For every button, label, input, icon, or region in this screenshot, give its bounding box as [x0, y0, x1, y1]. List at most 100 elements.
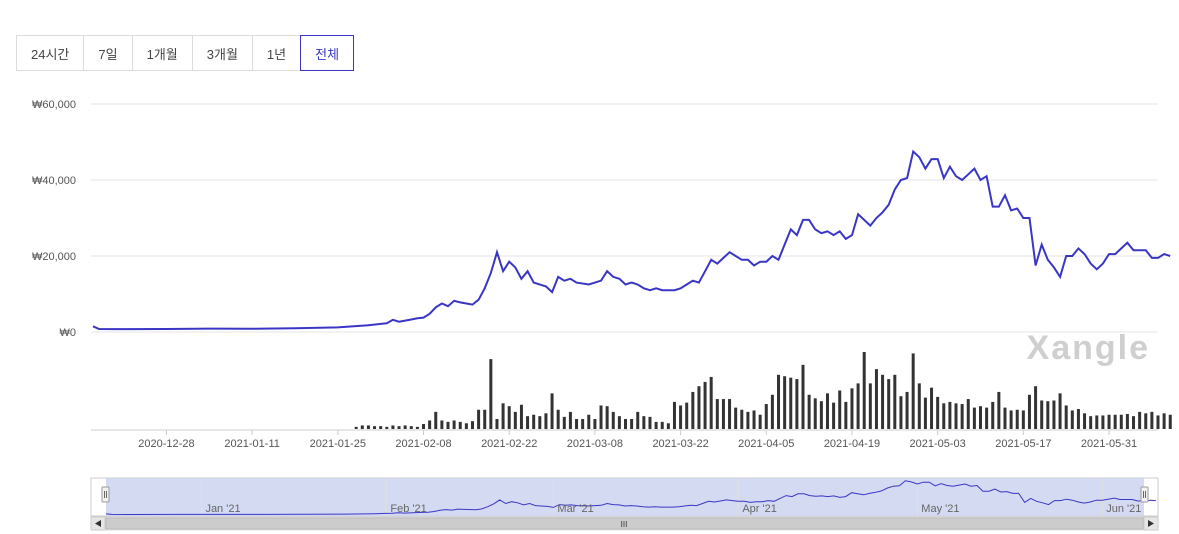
x-tick-label: 2021-03-08: [567, 438, 623, 450]
volume-bar: [972, 407, 976, 429]
volume-bar: [440, 420, 444, 429]
volume-bar: [1021, 410, 1025, 429]
volume-bar: [366, 425, 370, 429]
volume-bar: [758, 414, 762, 429]
volume-bar: [813, 398, 817, 429]
volume-bar: [1089, 416, 1093, 429]
volume-bar: [1132, 416, 1136, 429]
volume-bar: [685, 402, 689, 429]
volume-bar: [819, 401, 823, 429]
x-axis-labels: 2020-12-28 2021-01-11 2021-01-25 2021-02-08…: [138, 438, 1137, 450]
volume-bar: [917, 383, 921, 429]
navigator-month-label: Jan '21: [205, 503, 240, 515]
volume-bar: [428, 420, 432, 429]
volume-bar: [403, 425, 407, 429]
volume-bar: [581, 419, 585, 429]
volume-bar: [728, 399, 732, 429]
tab-all[interactable]: 전체: [300, 35, 355, 71]
volume-bar: [642, 416, 646, 429]
y-tick-label: ₩0: [60, 327, 77, 339]
volume-bar: [923, 397, 927, 429]
volume-bar: [991, 401, 995, 429]
volume-bar: [850, 388, 854, 429]
x-tick-label: 2021-01-11: [224, 438, 279, 450]
tab-24h[interactable]: 24시간: [16, 35, 85, 71]
volume-bar: [538, 416, 542, 429]
volume-bar: [575, 419, 579, 429]
tab-1m[interactable]: 1개월: [131, 35, 193, 71]
tab-7d[interactable]: 7일: [83, 35, 133, 71]
volume-bars: [354, 352, 1172, 429]
volume-bar: [783, 376, 787, 429]
scrollbar-thumb[interactable]: [105, 517, 1144, 530]
volume-bar: [360, 425, 364, 429]
volume-bar: [752, 410, 756, 429]
navigator-month-label: Feb '21: [390, 503, 426, 515]
volume-bar: [354, 426, 358, 429]
volume-bar: [911, 353, 915, 429]
volume-bar: [1119, 414, 1123, 429]
volume-bar: [1070, 410, 1074, 429]
navigator-month-label: Jun '21: [1106, 503, 1141, 515]
navigator-selection[interactable]: [106, 478, 1144, 516]
volume-bar: [746, 411, 750, 429]
volume-bar: [856, 383, 860, 429]
x-tick-label: 2021-01-25: [310, 438, 366, 450]
volume-bar: [526, 416, 530, 429]
volume-bar: [942, 403, 946, 429]
scrollbar[interactable]: III: [90, 516, 1159, 531]
right-handle-box[interactable]: [1140, 486, 1149, 503]
volume-bar: [1064, 405, 1068, 429]
volume-bar: [721, 399, 725, 429]
navigator-right-handle[interactable]: [1140, 486, 1149, 503]
tab-1y[interactable]: 1년: [251, 35, 302, 71]
volume-bar: [1015, 409, 1019, 429]
x-tick-label: 2021-04-05: [738, 438, 794, 450]
x-tick-label: 2021-05-17: [995, 438, 1051, 450]
volume-bar: [489, 359, 493, 429]
navigator-line: [105, 480, 1156, 516]
volume-bar: [550, 393, 554, 429]
navigator-month-label: Mar '21: [557, 503, 593, 515]
volume-bar: [697, 386, 701, 429]
volume-bar: [930, 387, 934, 429]
volume-bar: [507, 406, 511, 429]
left-handle-box[interactable]: [101, 486, 110, 503]
volume-bar: [985, 407, 989, 429]
volume-bar: [679, 405, 683, 429]
watermark-logo: Xangle: [1027, 329, 1150, 367]
volume-bar: [1101, 415, 1105, 429]
volume-bar: [556, 409, 560, 429]
y-axis-labels: ₩60,000 ₩40,000 ₩20,000 ₩0: [32, 99, 76, 339]
volume-bar: [868, 383, 872, 429]
volume-bar: [1052, 400, 1056, 429]
x-tick-label: 2021-03-22: [652, 438, 708, 450]
volume-bar: [1138, 411, 1142, 429]
volume-bar: [611, 411, 615, 429]
volume-bar: [452, 420, 456, 429]
volume-bar: [1076, 409, 1080, 429]
volume-bar: [1150, 411, 1154, 429]
y-tick-label: ₩60,000: [32, 99, 76, 111]
volume-bar: [709, 376, 713, 429]
navigator-month-label: May '21: [921, 503, 959, 515]
volume-bar: [703, 381, 707, 429]
volume-bar: [501, 403, 505, 429]
volume-bar: [1095, 415, 1099, 429]
volume-bar: [1034, 386, 1038, 429]
volume-bar: [379, 426, 383, 429]
navigator-left-handle[interactable]: [101, 486, 110, 503]
volume-bar: [881, 374, 885, 429]
volume-bar: [617, 416, 621, 429]
volume-bar: [532, 414, 536, 429]
volume-bar: [605, 406, 609, 429]
price-line: [92, 149, 1171, 331]
volume-bar: [513, 411, 517, 429]
volume-bar: [630, 419, 634, 429]
volume-bar: [434, 411, 438, 429]
volume-bar: [672, 401, 676, 429]
volume-bar: [966, 399, 970, 429]
x-tick-label: 2021-05-31: [1081, 438, 1137, 450]
x-tick-label: 2021-04-19: [824, 438, 880, 450]
volume-bar: [624, 419, 627, 429]
